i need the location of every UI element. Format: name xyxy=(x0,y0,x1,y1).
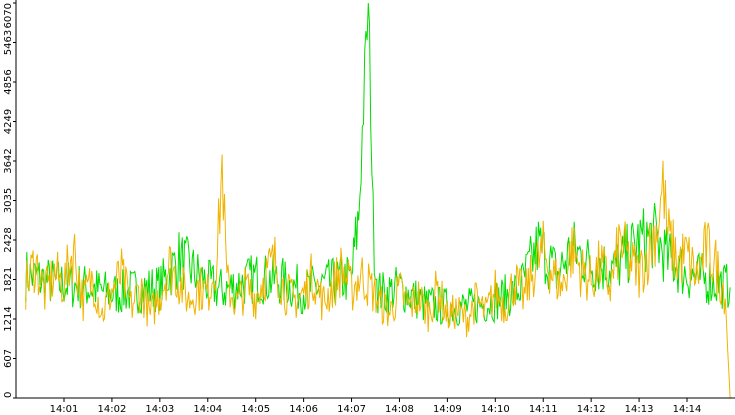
y-tick-label: 607 xyxy=(3,349,14,368)
x-tick-label: 14:11 xyxy=(529,404,558,415)
y-tick-label: 2428 xyxy=(3,227,14,252)
x-tick-label: 14:10 xyxy=(481,404,510,415)
x-tick-label: 14:03 xyxy=(145,404,174,415)
y-tick-label: 3035 xyxy=(3,188,14,213)
x-tick-label: 14:02 xyxy=(98,404,127,415)
x-tick-label: 14:06 xyxy=(289,404,318,415)
y-tick-label: 3642 xyxy=(3,148,14,173)
y-tick-label: 0 xyxy=(3,392,14,398)
x-tick-label: 14:13 xyxy=(625,404,654,415)
series-layer xyxy=(25,2,731,399)
y-tick-label: 1214 xyxy=(3,306,14,331)
x-tick-label: 14:05 xyxy=(241,404,270,415)
y-tick-label: 4249 xyxy=(3,109,14,134)
y-tick-label: 4856 xyxy=(3,69,14,94)
y-tick-label: 1821 xyxy=(3,267,14,292)
x-tick-label: 14:09 xyxy=(433,404,462,415)
series-line-1 xyxy=(25,154,731,399)
axes-layer: 0 607 1214 1821 2428 3035 3642 4249 4856 5463 6070… xyxy=(3,0,735,415)
y-tick-label: 5463 xyxy=(3,30,14,55)
x-tick-label: 14:12 xyxy=(577,404,606,415)
x-tick-label: 14:04 xyxy=(193,404,222,415)
x-tick-label: 14:14 xyxy=(673,404,702,415)
x-tick-label: 14:07 xyxy=(337,404,366,415)
y-tick-label: 6070 xyxy=(3,3,14,28)
x-tick-label: 14:01 xyxy=(50,404,79,415)
x-tick-label: 14:08 xyxy=(385,404,414,415)
